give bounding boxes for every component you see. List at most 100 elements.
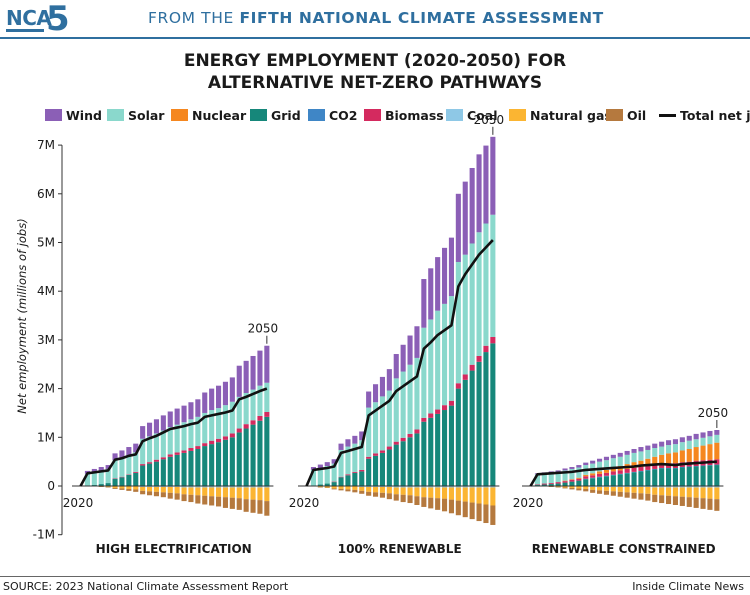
- bar-wind: [373, 384, 379, 403]
- bar-grid: [666, 468, 672, 486]
- bar-coal: [393, 486, 399, 488]
- bar-gas: [243, 487, 249, 500]
- bar-oil: [366, 491, 372, 496]
- bar-oil: [610, 491, 616, 496]
- bar-oil: [631, 492, 637, 499]
- bar-grid: [659, 468, 665, 486]
- bar-gas: [442, 487, 448, 499]
- bar-biomass: [400, 437, 406, 442]
- bar-oil: [386, 493, 392, 500]
- bar-gas: [714, 487, 720, 500]
- bar-coal: [264, 486, 270, 488]
- legend-label-coal: Coal: [467, 108, 498, 123]
- bar-coal: [236, 486, 242, 488]
- legend-label-wind: Wind: [66, 108, 102, 123]
- legend-item-nuclear: Nuclear: [171, 108, 246, 126]
- bar-biomass: [583, 476, 589, 479]
- legend-swatch-grid: [250, 109, 267, 121]
- bar-biomass: [476, 355, 482, 362]
- bar-biomass: [386, 446, 392, 450]
- bar-solar: [250, 389, 256, 421]
- bar-wind: [583, 462, 589, 466]
- bar-grid: [126, 474, 132, 486]
- bar-nuclear: [610, 467, 616, 472]
- bar-oil: [442, 498, 448, 512]
- legend-swatch-co2: [308, 109, 325, 121]
- bar-grid: [714, 465, 720, 486]
- bar-gas: [222, 487, 228, 498]
- bar-biomass: [216, 438, 222, 443]
- bar-wind: [400, 344, 406, 372]
- panel-2: 2020 2050 100% RENEWABLE: [289, 113, 504, 556]
- chart-title-line2: ALTERNATIVE NET-ZERO PATHWAYS: [207, 73, 543, 93]
- bar-coal: [414, 486, 420, 488]
- bar-coal: [229, 486, 235, 488]
- bar-solar: [188, 419, 194, 449]
- bar-solar: [181, 422, 187, 451]
- bar-biomass: [576, 478, 582, 481]
- bar-wind: [562, 468, 568, 471]
- bar-grid: [414, 433, 420, 486]
- bar-gas: [366, 486, 372, 492]
- bar-grid: [98, 484, 104, 486]
- bar-gas: [569, 486, 575, 488]
- bar-coal: [686, 486, 692, 488]
- bar-grid: [455, 388, 461, 486]
- bar-biomass: [645, 465, 651, 470]
- bar-coal: [243, 486, 249, 488]
- bar-coal: [483, 486, 489, 488]
- bar-wind: [222, 381, 228, 406]
- bar-gas: [617, 486, 623, 492]
- bar-oil: [373, 492, 379, 497]
- bar-grid: [555, 483, 561, 486]
- bar-solar: [659, 446, 665, 455]
- bar-oil: [421, 497, 427, 507]
- bar-biomass: [569, 479, 575, 482]
- bar-grid: [379, 452, 385, 486]
- bar-wind: [631, 448, 637, 453]
- bar-grid: [393, 444, 399, 487]
- bar-coal: [202, 486, 208, 488]
- bar-wind: [153, 419, 159, 434]
- bar-grid: [645, 470, 651, 486]
- bar-coal: [666, 486, 672, 488]
- bar-coal: [442, 486, 448, 488]
- bar-solar: [469, 243, 475, 365]
- bar-wind: [216, 385, 222, 409]
- bar-gas: [421, 487, 427, 498]
- bar-wind: [250, 355, 256, 390]
- bar-biomass: [652, 464, 658, 469]
- bar-nuclear: [583, 474, 589, 477]
- bar-wind: [679, 437, 685, 443]
- legend-label-solar: Solar: [128, 108, 165, 123]
- bar-gas: [324, 486, 330, 488]
- bar-biomass: [462, 374, 468, 380]
- bar-wind: [590, 460, 596, 464]
- bar-wind: [119, 450, 125, 459]
- bar-solar: [652, 448, 658, 457]
- bar-solar: [393, 378, 399, 442]
- bar-solar: [147, 436, 153, 463]
- legend-item-biomass: Biomass: [364, 108, 444, 126]
- bar-wind: [181, 405, 187, 423]
- bar-oil: [174, 493, 180, 500]
- bar-oil: [250, 499, 256, 513]
- bar-oil: [652, 494, 658, 503]
- bar-grid: [195, 448, 201, 486]
- bar-gas: [400, 487, 406, 495]
- panel-title: HIGH ELECTRIFICATION: [96, 542, 252, 556]
- bar-solar: [476, 232, 482, 356]
- bar-nuclear: [590, 473, 596, 476]
- y-axis: Net employment (millions of jobs) -1M 0 1M…: [15, 138, 63, 542]
- bar-wind: [243, 360, 249, 393]
- banner-prefix: FROM THE: [148, 9, 240, 27]
- bar-coal: [209, 486, 215, 488]
- bar-wind: [366, 391, 372, 408]
- bar-grid: [112, 478, 118, 486]
- bar-gas: [174, 486, 180, 494]
- bar-gas: [264, 487, 270, 502]
- bar-nuclear: [652, 456, 658, 465]
- bar-wind: [331, 459, 337, 464]
- bar-gas: [359, 486, 365, 491]
- bar-grid: [590, 478, 596, 486]
